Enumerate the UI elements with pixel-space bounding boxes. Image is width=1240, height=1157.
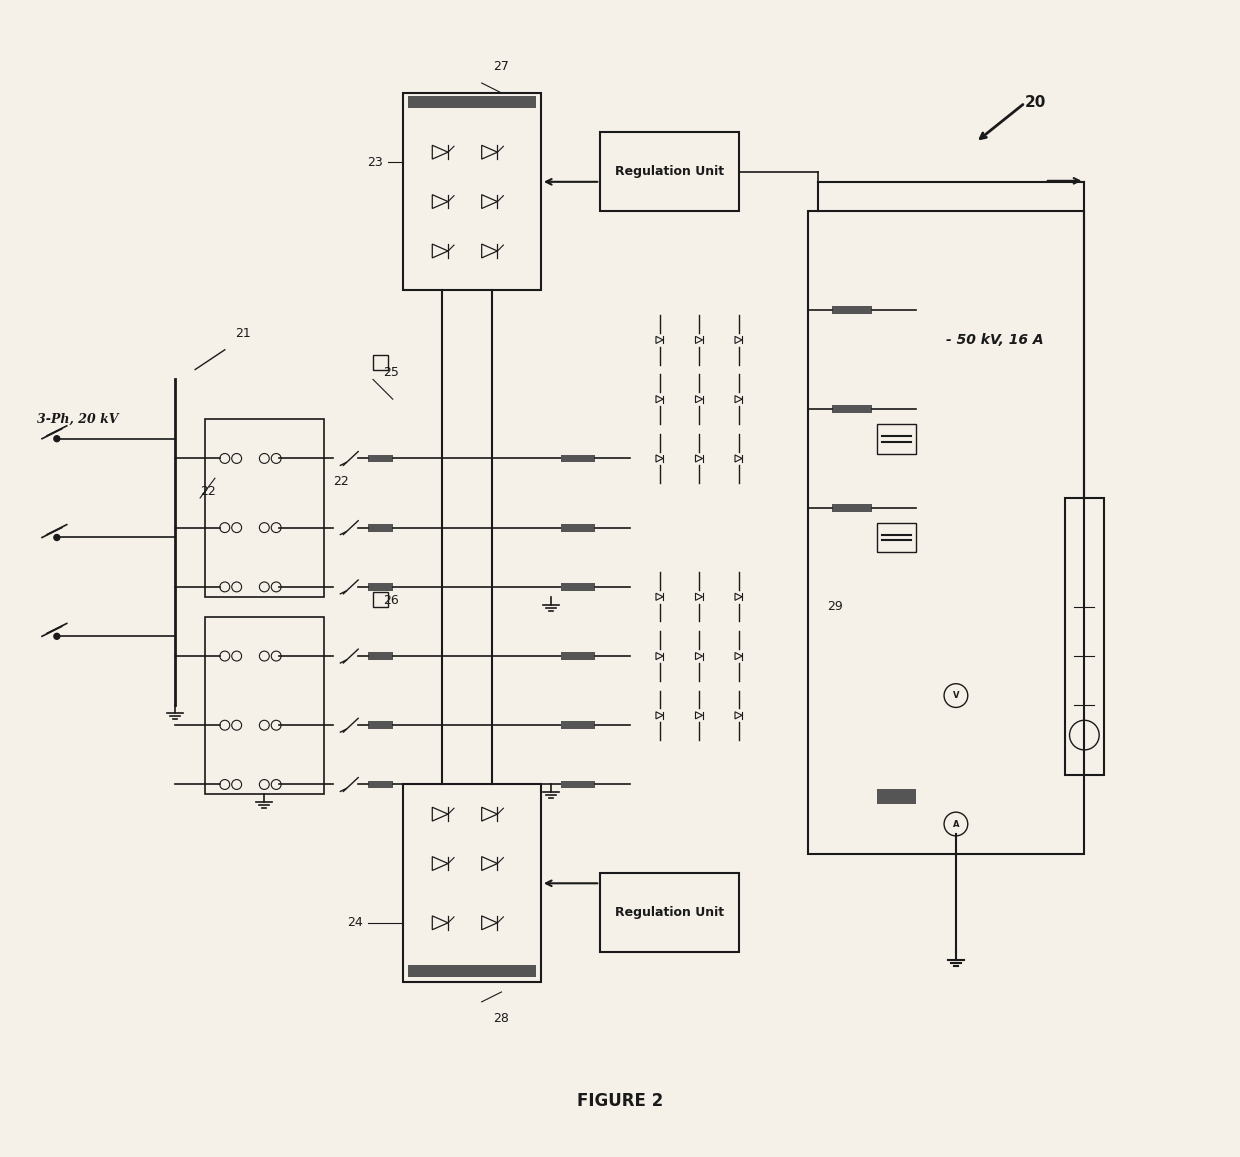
- Text: V: V: [952, 691, 960, 700]
- Text: 29: 29: [827, 600, 843, 613]
- Text: - 50 kV, 16 A: - 50 kV, 16 A: [946, 333, 1044, 347]
- Bar: [877, 523, 916, 552]
- Text: 23: 23: [367, 155, 383, 169]
- Circle shape: [53, 535, 60, 540]
- Bar: [560, 524, 595, 531]
- Bar: [877, 789, 916, 804]
- Bar: [877, 423, 916, 454]
- Bar: [408, 965, 536, 978]
- Text: 22: 22: [334, 476, 350, 488]
- Bar: [205, 419, 324, 597]
- Text: 26: 26: [383, 594, 398, 606]
- Text: 24: 24: [347, 916, 363, 929]
- Bar: [368, 653, 393, 659]
- Text: 27: 27: [494, 60, 510, 73]
- Text: 3-Ph, 20 kV: 3-Ph, 20 kV: [37, 412, 119, 426]
- Bar: [403, 93, 541, 290]
- Bar: [807, 212, 1084, 854]
- Text: FIGURE 2: FIGURE 2: [577, 1092, 663, 1110]
- Bar: [373, 592, 388, 606]
- Bar: [1065, 498, 1104, 775]
- Text: Regulation Unit: Regulation Unit: [615, 165, 724, 178]
- Text: A: A: [952, 819, 960, 828]
- Bar: [560, 455, 595, 463]
- Text: 22: 22: [200, 485, 216, 498]
- Text: 20: 20: [1025, 95, 1047, 110]
- Circle shape: [53, 436, 60, 442]
- Circle shape: [53, 633, 60, 640]
- Bar: [205, 617, 324, 795]
- Bar: [368, 721, 393, 729]
- Bar: [408, 96, 536, 108]
- Bar: [368, 583, 393, 591]
- Bar: [368, 524, 393, 531]
- Bar: [368, 455, 393, 463]
- Bar: [560, 583, 595, 591]
- Text: 28: 28: [494, 1011, 510, 1025]
- Bar: [373, 355, 388, 369]
- Bar: [600, 132, 739, 212]
- Text: 25: 25: [383, 367, 399, 379]
- Bar: [560, 653, 595, 659]
- Bar: [368, 781, 393, 788]
- Text: 21: 21: [234, 327, 250, 340]
- Text: Regulation Unit: Regulation Unit: [615, 906, 724, 920]
- Bar: [560, 781, 595, 788]
- Bar: [832, 504, 872, 511]
- Bar: [832, 307, 872, 315]
- Bar: [832, 405, 872, 413]
- Bar: [403, 784, 541, 982]
- Bar: [600, 874, 739, 952]
- Bar: [560, 721, 595, 729]
